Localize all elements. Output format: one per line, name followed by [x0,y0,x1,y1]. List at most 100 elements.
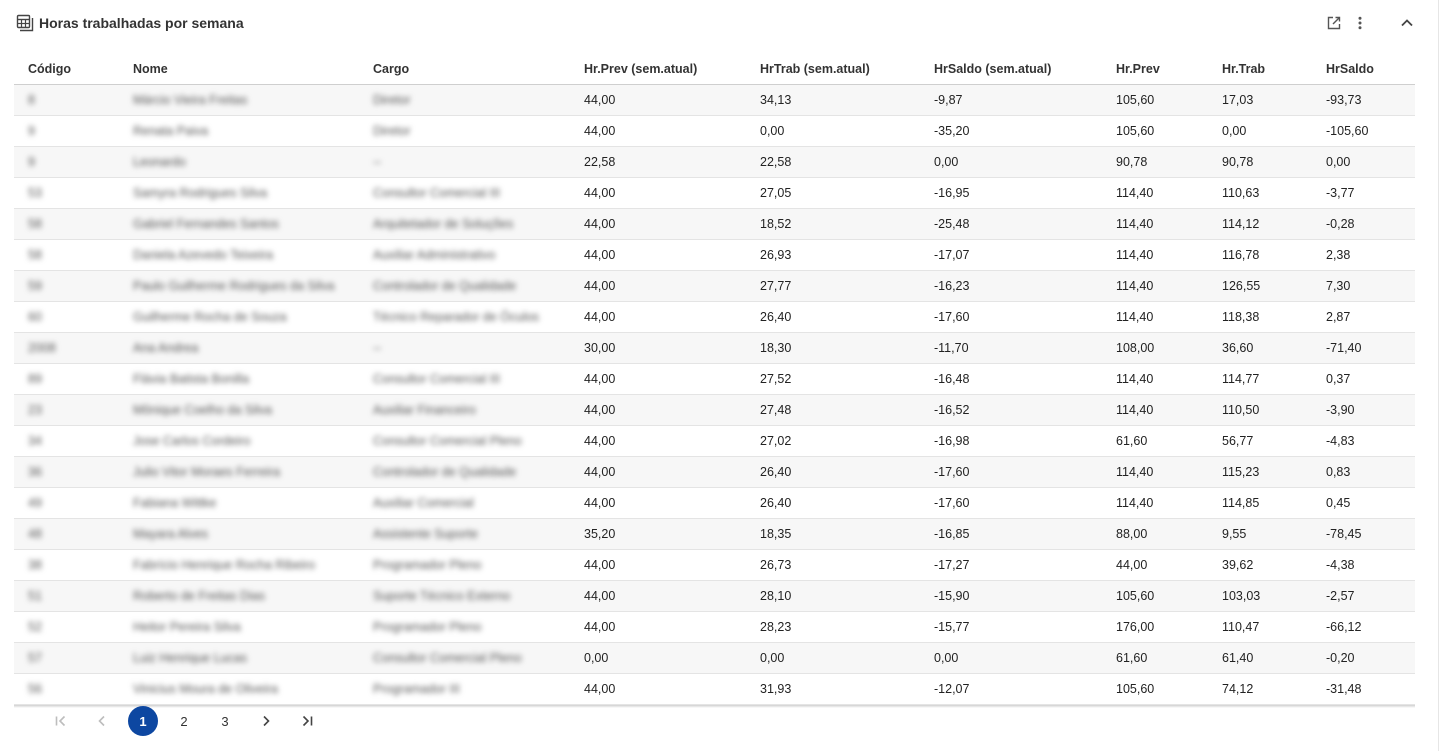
table-row[interactable]: 48 Mayara Alves Assistente Suporte 35,20 18,… [14,518,1415,550]
cell-hrtrab-sem: 28,23 [746,611,920,643]
table-row[interactable]: 56 Vinicius Moura de Oliveira Programador … [14,673,1415,705]
redacted-text: Luiz Henrique Lucas [133,651,247,665]
cell-hrsaldo: -2,57 [1312,580,1415,612]
table-row[interactable]: 52 Heitor Pereira Silva Programador Pleno 4… [14,611,1415,643]
cell-hrsaldo-sem: -35,20 [920,115,1102,147]
table-row[interactable]: 60 Guilherme Rocha de Souza Técnico Repara… [14,301,1415,333]
redacted-text: Mayara Alves [133,527,209,541]
column-header-hrtrab-sem[interactable]: HrTrab (sem.atual) [746,53,920,85]
table-row[interactable]: 36 Julio Vitor Moraes Ferreira Controlador… [14,456,1415,488]
cell-hrsaldo-sem: 0,00 [920,146,1102,178]
table-row[interactable]: 57 Luiz Henrique Lucas Consultor Comercial… [14,642,1415,674]
cell-nome: Heitor Pereira Silva [119,611,359,643]
cell-hrsaldo-sem: 0,00 [920,642,1102,674]
cell-codigo: 8 [14,84,119,116]
column-header-cargo[interactable]: Cargo [359,53,570,85]
cell-hr-prev-sem: 44,00 [570,425,746,457]
first-page-icon[interactable] [46,706,76,736]
cell-hrtrab-sem: 22,58 [746,146,920,178]
cell-nome: Flávia Batista Bonilla [119,363,359,395]
table-row[interactable]: 58 Gabriel Fernandes Santos Arquitetador d… [14,208,1415,240]
cell-hrsaldo: -0,20 [1312,642,1415,674]
cell-hr-trab: 0,00 [1208,115,1312,147]
table-row[interactable]: 49 Fabiana Wittke Auxiliar Comercial 44,00 2… [14,487,1415,519]
redacted-text: Assistente Suporte [373,527,478,541]
column-header-nome[interactable]: Nome [119,53,359,85]
cell-hrsaldo: 0,83 [1312,456,1415,488]
more-vert-icon[interactable] [1350,13,1370,33]
redacted-text: 89 [28,372,42,386]
table-row[interactable]: 51 Roberto de Freitas Dias Suporte Técnico… [14,580,1415,612]
redacted-text: 59 [28,279,42,293]
column-header-hrsaldo[interactable]: HrSaldo [1312,53,1415,85]
table-row[interactable]: 9 Renata Paiva Diretor 44,00 0,00 -35,20 105,6… [14,115,1415,147]
cell-hrtrab-sem: 27,77 [746,270,920,302]
redacted-text: -- [373,155,382,169]
cell-hr-prev-sem: 44,00 [570,580,746,612]
chevron-right-icon[interactable] [251,706,281,736]
page-button-2[interactable]: 2 [180,713,188,729]
cell-hr-trab: 126,55 [1208,270,1312,302]
open-in-new-icon[interactable] [1324,13,1344,33]
column-header-hr-prev-sem[interactable]: Hr.Prev (sem.atual) [570,53,746,85]
chevron-up-icon[interactable] [1397,13,1417,33]
cell-cargo: Consultor Comercial Pleno [359,425,570,457]
cell-hrtrab-sem: 28,10 [746,580,920,612]
cell-hr-trab: 90,78 [1208,146,1312,178]
page-button-1[interactable]: 1 [128,706,158,736]
cell-nome: Samyra Rodrigues Silva [119,177,359,209]
cell-hrsaldo: 2,38 [1312,239,1415,271]
column-header-hr-prev[interactable]: Hr.Prev [1102,53,1208,85]
table-row[interactable]: 34 Jose Carlos Cordeiro Consultor Comercia… [14,425,1415,457]
redacted-text: Auxiliar Comercial [373,496,474,510]
redacted-text: Programador Pleno [373,620,482,634]
table-row[interactable]: 53 Samyra Rodrigues Silva Consultor Comerc… [14,177,1415,209]
cell-hr-prev: 114,40 [1102,456,1208,488]
cell-hr-prev-sem: 30,00 [570,332,746,364]
cell-codigo: 58 [14,208,119,240]
cell-nome: Fabiana Wittke [119,487,359,519]
column-header-hr-trab[interactable]: Hr.Trab [1208,53,1312,85]
table-row[interactable]: 59 Paulo Guilherme Rodrigues da Silva Cont… [14,270,1415,302]
cell-nome: Guilherme Rocha de Souza [119,301,359,333]
chevron-left-icon[interactable] [87,706,117,736]
cell-hrsaldo-sem: -17,60 [920,487,1102,519]
redacted-text: Arquitetador de Soluções [373,217,514,231]
redacted-text: Fabrício Henrique Rocha Ribeiro [133,558,316,572]
redacted-text: Leonardo [133,155,186,169]
cell-codigo: 2008 [14,332,119,364]
cell-hrtrab-sem: 27,52 [746,363,920,395]
cell-hrsaldo: 0,00 [1312,146,1415,178]
table-row[interactable]: 8 Márcio Vieira Freitas Diretor 44,00 34,13-… [14,84,1415,116]
cell-hrtrab-sem: 0,00 [746,115,920,147]
cell-hr-prev: 108,00 [1102,332,1208,364]
cell-hr-trab: 110,63 [1208,177,1312,209]
table-row[interactable]: 23 Mônique Coelho da Silva Auxiliar Financ… [14,394,1415,426]
table-row[interactable]: 89 Flávia Batista Bonilla Consultor Comerc… [14,363,1415,395]
cell-hr-prev: 105,60 [1102,673,1208,705]
cell-hrsaldo-sem: -17,07 [920,239,1102,271]
table-row[interactable]: 9 Leonardo -- 22,58 22,58 0,00 90,78 90,78 0,00 [14,146,1415,178]
redacted-text: Consultor Comercial Pleno [373,434,522,448]
table-row[interactable]: 38 Fabrício Henrique Rocha Ribeiro Program… [14,549,1415,581]
cell-hr-prev: 61,60 [1102,425,1208,457]
redacted-text: Flávia Batista Bonilla [133,372,250,386]
cell-hr-prev-sem: 44,00 [570,84,746,116]
column-header-codigo[interactable]: Código [14,53,119,85]
table-header-row: Código Nome Cargo Hr.Prev (sem.atual) HrTrab… [14,53,1415,85]
table-row[interactable]: 2008 Ana Andrea -- 30,00 18,30 -11,70 108,00 36… [14,332,1415,364]
cell-codigo: 49 [14,487,119,519]
cell-nome: Jose Carlos Cordeiro [119,425,359,457]
header-actions [1324,13,1417,33]
cell-hr-prev: 114,40 [1102,394,1208,426]
table-row[interactable]: 58 Daniela Azevedo Teixeira Auxiliar Admin… [14,239,1415,271]
cell-hrtrab-sem: 18,52 [746,208,920,240]
last-page-icon[interactable] [292,706,322,736]
column-header-hrsaldo-sem[interactable]: HrSaldo (sem.atual) [920,53,1102,85]
page-button-3[interactable]: 3 [221,713,229,729]
redacted-text: 8 [28,93,35,107]
cell-codigo: 53 [14,177,119,209]
cell-hr-prev-sem: 44,00 [570,177,746,209]
cell-cargo: Assistente Suporte [359,518,570,550]
redacted-text: 53 [28,186,42,200]
